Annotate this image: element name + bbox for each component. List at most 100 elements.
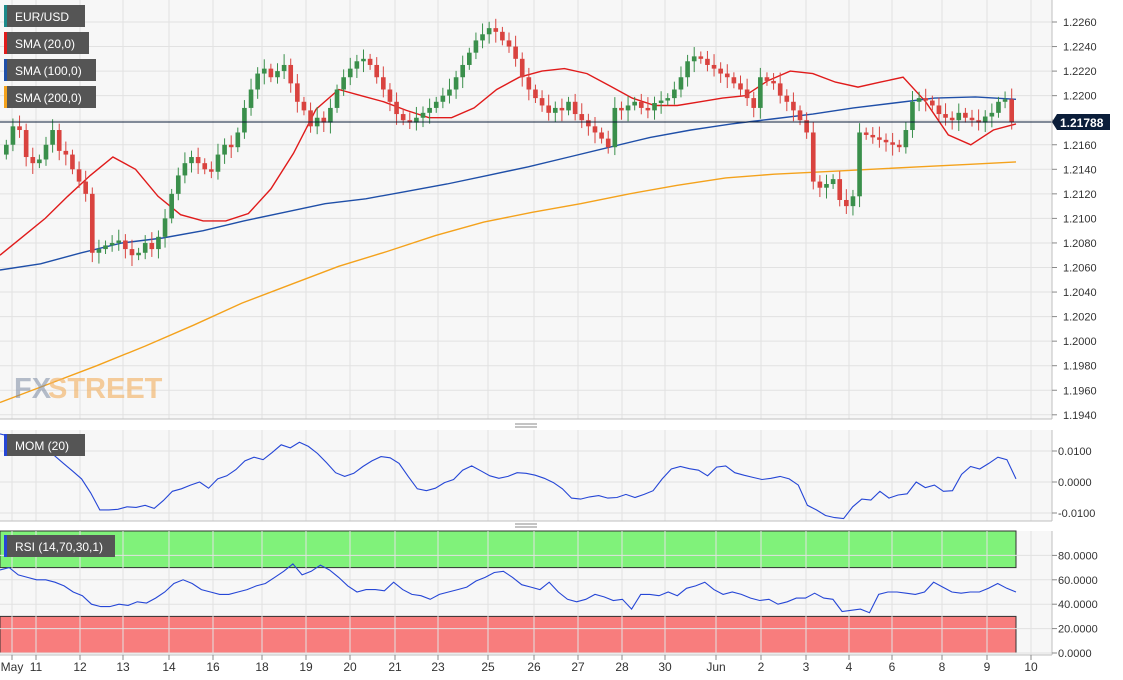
x-tick-label: 18 [255, 660, 269, 674]
y-tick-label: 1.2020 [1063, 312, 1097, 324]
y-tick-label: 1.2120 [1063, 189, 1097, 201]
candle-body [447, 89, 452, 96]
legend-sma20[interactable]: SMA (20,0) [4, 32, 89, 54]
candle-body [810, 132, 816, 182]
y-tick-label: 1.1940 [1063, 410, 1097, 422]
resize-handle-icon[interactable] [515, 423, 537, 428]
y-tick-label: 1.2220 [1063, 66, 1097, 78]
candle-body [916, 98, 922, 102]
legend-sma20-label: SMA (20,0) [15, 37, 75, 51]
candle-body [638, 101, 644, 108]
current-price-tag: 1.21788 [1052, 114, 1110, 130]
candle-body [248, 89, 254, 108]
candle-body [242, 107, 247, 133]
candle-body [500, 31, 505, 41]
candle-body [116, 240, 122, 243]
candle-body [910, 101, 915, 131]
x-tick-label: 30 [658, 660, 672, 674]
rsi-layer [0, 563, 1017, 614]
candle-body [963, 112, 968, 118]
sma-layer [0, 67, 1017, 404]
legend-mom[interactable]: MOM (20) [4, 434, 85, 456]
candle-body [996, 101, 1001, 113]
candle-body [711, 64, 717, 69]
candle-body [546, 105, 552, 113]
candle-body [533, 89, 538, 99]
candle-body [308, 110, 313, 127]
candle-body [275, 71, 280, 78]
candle-body [209, 169, 214, 172]
x-tick-label: May [1, 660, 24, 674]
main-y-axis: 1.22601.22401.22201.22001.21801.21601.21… [1052, 17, 1097, 422]
candle-body [162, 218, 168, 237]
candle-body [400, 114, 406, 121]
candle-body [195, 157, 201, 164]
legend-mom-label: MOM (20) [15, 439, 69, 453]
legend-pair[interactable]: EUR/USD [4, 5, 85, 27]
legend-sma200[interactable]: SMA (200,0) [4, 86, 96, 108]
candle-body [453, 77, 459, 90]
candle-body [387, 89, 393, 102]
momentum-line [0, 433, 1017, 520]
candle-body [777, 83, 783, 96]
candle-body [877, 137, 882, 140]
candle-body [394, 101, 399, 115]
candle-body [652, 103, 657, 111]
candle-body [539, 98, 545, 106]
candle-body [982, 116, 988, 123]
candle-body [718, 68, 723, 74]
candle-body [136, 252, 141, 256]
x-tick-label: 9 [984, 660, 991, 674]
current-price-label: 1.21788 [1060, 116, 1104, 130]
candle-body [123, 240, 128, 250]
sma-line-200 [0, 161, 1017, 404]
candle-body [691, 56, 697, 62]
candle-body [43, 144, 49, 160]
candle-body [70, 154, 75, 170]
candle-body [142, 242, 148, 253]
candle-body [896, 144, 902, 148]
candle-body [261, 68, 267, 74]
x-tick-label: 2 [758, 660, 765, 674]
candle-body [288, 64, 294, 84]
candle-body [301, 101, 307, 111]
candle-body [645, 107, 651, 111]
candle-body [83, 181, 88, 194]
panel-separator-1[interactable] [0, 421, 1123, 429]
candle-body [579, 114, 585, 121]
y-tick-label: 1.2260 [1063, 17, 1097, 29]
x-tick-label: 8 [939, 660, 946, 674]
candle-body [731, 77, 737, 84]
candle-body [824, 184, 829, 188]
main-panel-bg [0, 0, 1052, 419]
candle-body [235, 132, 241, 148]
candle-body [791, 101, 796, 111]
legend-sma100[interactable]: SMA (100,0) [4, 59, 96, 81]
legend-rsi[interactable]: RSI (14,70,30,1) [4, 535, 115, 557]
y-tick-label: 1.1980 [1063, 361, 1097, 373]
candle-body [268, 68, 274, 78]
y-tick-label: 1.2060 [1063, 263, 1097, 275]
candle-body [328, 107, 333, 123]
candle-body [321, 117, 327, 123]
candle-body [347, 68, 353, 78]
sma-line-20 [0, 67, 1017, 256]
rsi-oversold-zone [0, 615, 1017, 654]
legend-sma100-label: SMA (100,0) [15, 64, 82, 78]
candle-body [837, 179, 843, 200]
candle-body [407, 120, 413, 123]
candle-body [76, 169, 82, 182]
y-tick-label: -0.0100 [1058, 508, 1095, 520]
x-tick-label: 19 [299, 660, 313, 674]
candle-body [440, 95, 446, 102]
resize-handle-icon[interactable] [515, 523, 537, 528]
candle-body [738, 83, 743, 90]
candle-body [784, 95, 790, 102]
x-tick-label: 3 [803, 660, 810, 674]
candle-body [956, 112, 962, 121]
y-tick-label: 20.0000 [1058, 624, 1098, 636]
candle-body [619, 107, 624, 111]
candle-body [37, 159, 42, 164]
y-tick-label: 1.2140 [1063, 164, 1097, 176]
candle-body [592, 126, 598, 133]
